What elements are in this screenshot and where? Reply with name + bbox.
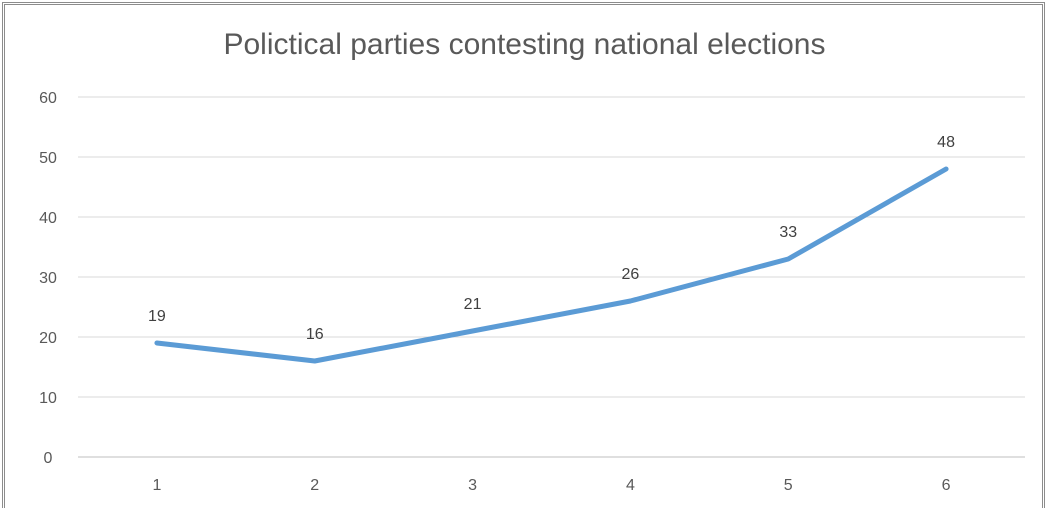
y-axis: 0 10 20 30 40 50 60: [39, 90, 57, 467]
y-tick-label: 60: [39, 90, 57, 107]
y-tick-label: 30: [39, 270, 57, 287]
data-label: 21: [464, 296, 482, 313]
data-label: 19: [148, 308, 166, 325]
x-tick-label: 4: [626, 477, 635, 494]
x-tick-label: 1: [152, 477, 161, 494]
gridlines: [78, 96, 1025, 458]
x-tick-label: 3: [468, 477, 477, 494]
data-label: 16: [306, 326, 324, 343]
series-line: [154, 166, 949, 364]
x-axis: 1 2 3 4 5 6: [152, 477, 950, 494]
data-labels: 19 16 21 26 33 48: [148, 134, 955, 343]
y-tick-label: 0: [44, 450, 53, 467]
x-tick-label: 2: [310, 477, 319, 494]
x-tick-label: 6: [942, 477, 951, 494]
y-tick-label: 50: [39, 150, 57, 167]
y-tick-label: 40: [39, 210, 57, 227]
series-group: [154, 166, 949, 364]
chart-title: Polictical parties contesting national e…: [223, 28, 826, 61]
data-label: 26: [622, 266, 640, 283]
y-tick-label: 20: [39, 330, 57, 347]
y-tick-label: 10: [39, 390, 57, 407]
data-label: 48: [937, 134, 955, 151]
x-tick-label: 5: [784, 477, 793, 494]
data-label: 33: [779, 224, 797, 241]
